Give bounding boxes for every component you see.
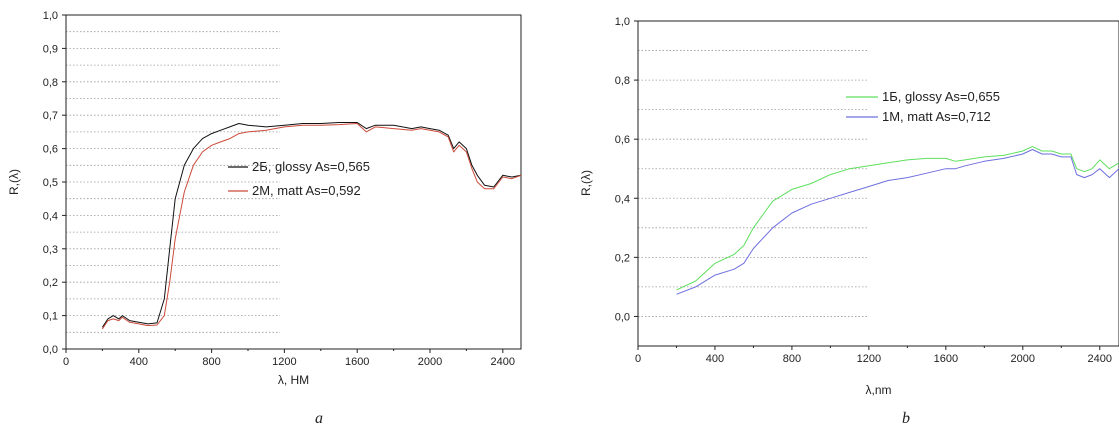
series-line-1 [676, 146, 1119, 291]
x-tick-label: 2400 [491, 356, 515, 368]
y-axis-title: R,(λ) [7, 169, 21, 195]
y-tick-label: 0,1 [43, 311, 58, 323]
legend: 1Б, glossy As=0,655 1М, matt As=0,712 [846, 89, 1000, 124]
y-tick-label: 0,2 [43, 277, 58, 289]
panel-caption-b: b [902, 410, 910, 427]
y-tick-label: 0,5 [43, 177, 58, 189]
x-tick-label: 800 [202, 356, 220, 368]
y-tick-label: 0,4 [43, 210, 58, 222]
x-tick-label: 1600 [934, 353, 958, 365]
x-tick-label: 0 [635, 353, 641, 365]
series-line-2 [101, 123, 521, 330]
x-tick-label: 800 [783, 353, 801, 365]
chart-panel-b: 0 400 800 1200 1600 2000 2400 0,0 0,2 0,4 0,6 0,8 1,… [579, 16, 1119, 397]
y-tick-label: 0,6 [615, 134, 630, 146]
x-tick-label: 1200 [857, 353, 881, 365]
y-tick-label: 0,9 [43, 43, 58, 55]
chart-panel-a: 0 400 800 1200 1600 2000 2400 0,0 0,1 0,2 0,3 0,4 0,… [7, 10, 522, 387]
x-tick-label: 1200 [272, 356, 296, 368]
y-tick-label: 0,7 [43, 110, 58, 122]
y-tick-label: 0,2 [615, 252, 630, 264]
legend: 2Б, glossy As=0,565 2М, matt As=0,592 [228, 159, 370, 198]
legend-label: 1Б, glossy As=0,655 [882, 89, 1000, 104]
x-tick-label: 400 [130, 356, 148, 368]
x-tick-label: 1600 [345, 356, 369, 368]
x-tick-label: 2000 [418, 356, 442, 368]
y-tick-label: 0,4 [615, 193, 630, 205]
legend-label: 2Б, glossy As=0,565 [252, 159, 370, 174]
y-tick-label: 0,0 [43, 344, 58, 356]
y-tick-label: 0,0 [615, 311, 630, 323]
y-tick-label: 0,3 [43, 244, 58, 256]
x-tick-label: 0 [63, 356, 69, 368]
x-axis-title: λ,nm [865, 383, 891, 397]
legend-label: 1М, matt As=0,712 [882, 109, 991, 124]
y-tick-label: 1,0 [43, 10, 58, 22]
x-tick-label: 400 [706, 353, 724, 365]
panel-caption-a: a [315, 410, 323, 427]
y-tick-label: 0,6 [43, 144, 58, 156]
legend-label: 2М, matt As=0,592 [252, 183, 361, 198]
y-tick-label: 0,8 [43, 77, 58, 89]
series-line-1 [101, 122, 521, 328]
series-line-2 [676, 149, 1119, 295]
y-tick-label: 0,8 [615, 75, 630, 87]
y-axis-title: R,(λ) [579, 170, 593, 196]
x-tick-label: 2400 [1088, 353, 1112, 365]
plot-frame [637, 20, 1119, 347]
x-tick-label: 2000 [1011, 353, 1035, 365]
plot-frame [65, 14, 522, 350]
x-axis-title: λ, НМ [278, 373, 309, 387]
y-tick-label: 1,0 [615, 16, 630, 28]
